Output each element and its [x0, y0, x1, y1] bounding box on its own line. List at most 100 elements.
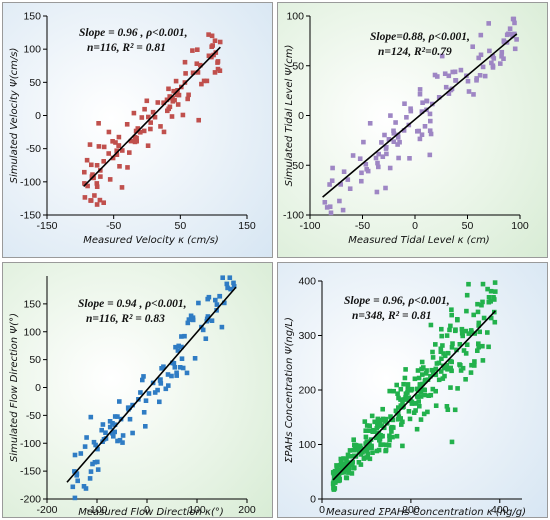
velocity-point: [206, 53, 212, 59]
velocity-point: [146, 114, 151, 120]
pahs-point: [405, 390, 410, 395]
flow-direction-y-tick-label: -100: [20, 438, 41, 450]
velocity-point: [161, 129, 167, 135]
pahs-point: [492, 319, 498, 325]
velocity-annotation-line: Slope = 0.96 , ρ<0.001,: [79, 27, 187, 39]
tidal-level-point: [487, 48, 492, 54]
tidal-level-point: [361, 139, 366, 145]
pahs-point: [346, 470, 351, 475]
flow-direction-point: [117, 399, 122, 404]
pahs-point: [461, 348, 467, 353]
pahs-point: [448, 323, 453, 329]
flow-direction-point: [225, 285, 230, 291]
pahs-point: [426, 393, 431, 398]
tidal-level-x-axis-label: Measured Tidal Level κ (cm): [348, 235, 489, 246]
flow-direction-scatter-panel: -200 -100 0 100 200 -200 -150 -100 -50 0 50 100 150 S…: [2, 262, 273, 518]
velocity-point: [169, 114, 175, 119]
pahs-point: [341, 456, 346, 461]
velocity-point: [198, 62, 203, 68]
tidal-level-point: [486, 21, 491, 26]
pahs-point: [430, 355, 436, 360]
pahs-point: [471, 312, 476, 318]
pahs-point: [347, 454, 352, 459]
pahs-point: [408, 398, 413, 403]
pahs-point: [380, 442, 386, 447]
velocity-point: [190, 70, 196, 76]
pahs-point: [400, 402, 405, 408]
pahs-point: [364, 455, 369, 460]
pahs-point: [433, 342, 438, 347]
velocity-point: [97, 197, 103, 203]
pahs-point: [350, 462, 355, 467]
pahs-point: [468, 370, 474, 375]
flow-direction-point: [173, 344, 178, 350]
pahs-point: [449, 345, 455, 350]
flow-direction-point: [88, 469, 94, 474]
tidal-level-annotation-line: n=124, R²=0.79: [378, 46, 452, 58]
velocity-point: [113, 140, 118, 145]
pahs-point: [369, 445, 374, 451]
tidal-level-point: [512, 31, 517, 37]
velocity-point: [87, 142, 93, 147]
tidal-level-point: [501, 56, 506, 61]
velocity-point: [161, 100, 167, 105]
tidal-level-point: [420, 100, 425, 105]
tidal-level-point: [419, 109, 425, 114]
flow-direction-point: [130, 430, 135, 436]
flow-direction-point: [166, 383, 171, 388]
flow-direction-point: [72, 452, 78, 458]
pahs-point: [430, 386, 436, 392]
pahs-point: [476, 344, 481, 350]
pahs-point: [438, 349, 444, 354]
flow-direction-point: [138, 390, 143, 395]
pahs-point: [454, 347, 459, 353]
tidal-level-point: [474, 76, 479, 81]
velocity-y-tick-label: -150: [20, 210, 41, 222]
pahs-point: [449, 307, 454, 312]
flow-direction-point: [185, 320, 191, 326]
tidal-level-point: [512, 20, 517, 26]
tidal-level-point: [364, 167, 369, 172]
pahs-point: [413, 408, 418, 413]
pahs-point: [395, 391, 400, 396]
velocity-point: [128, 138, 134, 144]
tidal-level-point: [476, 55, 481, 61]
tidal-level-point: [408, 106, 413, 111]
pahs-point: [418, 389, 424, 395]
tidal-level-point: [345, 177, 351, 182]
velocity-point: [110, 139, 115, 144]
flow-direction-axes: [43, 276, 248, 503]
pahs-point: [477, 329, 482, 335]
pahs-point: [416, 375, 422, 381]
velocity-point: [96, 144, 102, 149]
flow-direction-point: [83, 486, 89, 491]
tidal-level-point: [395, 132, 401, 138]
tidal-level-point: [350, 153, 356, 158]
flow-direction-point: [222, 300, 227, 306]
pahs-fit-line: [332, 310, 496, 481]
velocity-point: [106, 129, 112, 135]
pahs-point: [375, 424, 380, 429]
pahs-point: [396, 395, 401, 401]
tidal-level-point: [393, 120, 398, 125]
tidal-level-point: [340, 207, 346, 213]
tidal-level-point: [330, 165, 335, 171]
tidal-level-point: [383, 146, 389, 151]
flow-direction-point: [120, 440, 125, 445]
velocity-point: [84, 157, 90, 163]
pahs-point: [439, 356, 444, 361]
flow-direction-point: [107, 424, 113, 430]
pahs-point: [390, 434, 395, 440]
velocity-point: [195, 70, 201, 75]
flow-direction-point: [112, 429, 117, 435]
pahs-point: [463, 328, 469, 334]
velocity-point: [195, 47, 200, 52]
flow-direction-y-tick-label: 0: [35, 382, 41, 394]
velocity-point: [117, 164, 122, 169]
tidal-level-point: [491, 56, 497, 61]
velocity-point: [82, 169, 87, 175]
pahs-point: [393, 408, 399, 414]
pahs-point: [419, 366, 424, 372]
velocity-points: [82, 32, 223, 207]
tidal-level-point: [480, 64, 486, 70]
